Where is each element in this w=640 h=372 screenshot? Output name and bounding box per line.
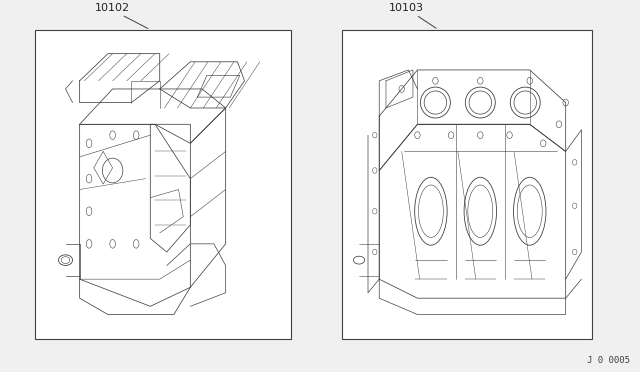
Bar [342,30,592,339]
Bar [35,30,291,339]
Text: J 0 0005: J 0 0005 [588,356,630,365]
Text: 10103: 10103 [389,3,424,13]
Text: 10102: 10102 [95,3,129,13]
